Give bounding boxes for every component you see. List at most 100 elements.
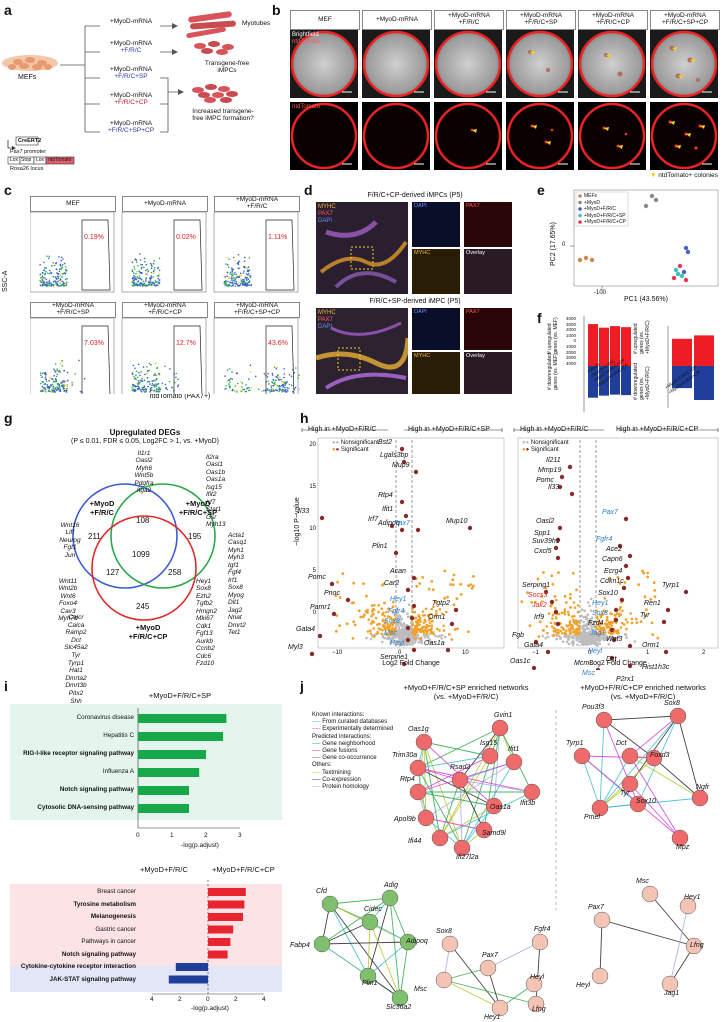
- volcano-point: [618, 582, 622, 585]
- flow-event: [153, 374, 155, 376]
- volcano-point: [563, 595, 567, 598]
- network-edge: [439, 791, 533, 839]
- volcano-point: [406, 612, 409, 615]
- gene-label: Cxcl5: [534, 548, 552, 555]
- flow-event: [61, 360, 63, 363]
- venn-ab: 108: [136, 516, 150, 525]
- flow-event: [235, 277, 237, 279]
- panel-f: # upregulated genes (vs. MEF) # downregu…: [546, 312, 722, 422]
- volcano-point: [395, 608, 399, 611]
- flow-event: [225, 263, 227, 265]
- flow-event: [133, 375, 135, 378]
- venn-diagram: [72, 483, 216, 621]
- flow-event: [245, 390, 248, 393]
- flow-event: [294, 386, 297, 389]
- network-node: [451, 771, 469, 789]
- flow-event: [225, 385, 227, 387]
- network-node: [573, 747, 591, 765]
- pca-legend-marker: [578, 207, 582, 211]
- gene-label: Fgfr4: [388, 608, 405, 615]
- flow-event: [52, 379, 55, 381]
- flow-event: [61, 276, 63, 278]
- network-node-label: Fabp4: [290, 942, 310, 949]
- i-bottom-bar: [208, 888, 246, 896]
- network-edge: [367, 897, 391, 977]
- flow-event: [42, 381, 45, 383]
- network-node: [679, 897, 697, 915]
- i-bottom-bar: [208, 938, 231, 946]
- flow-event: [233, 390, 235, 392]
- volcano-point: [383, 621, 387, 625]
- volcano-point: [391, 610, 394, 614]
- volcano-point: [552, 629, 556, 633]
- flow-event: [242, 265, 245, 268]
- network-node-label: Pax7: [588, 904, 604, 911]
- flow-event: [133, 268, 136, 270]
- gene-label: Serping1: [522, 582, 551, 589]
- gene-label: Tyrp1: [662, 582, 680, 589]
- gene-label: Adipoq: [378, 520, 400, 527]
- flow-event: [140, 371, 142, 373]
- volcano-point: [381, 618, 385, 622]
- flow-event: [243, 260, 246, 262]
- flow-event: [47, 388, 49, 391]
- volcano-gene-point: [449, 621, 455, 627]
- flow-event: [254, 375, 257, 378]
- network-node-label: Pmel: [584, 814, 600, 821]
- volcano-point: [608, 577, 612, 580]
- d-top-title: F/R/C+CP-derived iMPCs (P5): [367, 192, 463, 199]
- flow-event: [56, 272, 58, 274]
- flow-event: [39, 264, 41, 266]
- volcano-point: [576, 610, 580, 614]
- flow-event: [230, 281, 232, 284]
- flow-event: [143, 282, 145, 285]
- flow-event: [43, 389, 45, 392]
- gene-label: Mmp19: [538, 467, 562, 474]
- volcano-point: [604, 638, 608, 641]
- pca-legend-marker: [578, 200, 582, 205]
- flow-event: [245, 285, 248, 287]
- flow-event: [57, 280, 59, 282]
- flow-event: [41, 279, 44, 282]
- volcano-point: [404, 641, 408, 644]
- volcano-point: [427, 639, 430, 643]
- flow-gate: [265, 219, 295, 291]
- volcano-gene-point: [661, 619, 667, 625]
- volcano-point: [429, 630, 433, 633]
- volcano-point: [350, 601, 354, 605]
- volcano-point: [382, 625, 386, 629]
- volcano-point: [541, 600, 544, 603]
- flow-event: [145, 390, 147, 393]
- flow-event: [284, 390, 286, 392]
- volcano-point: [586, 601, 590, 604]
- flow-event: [66, 371, 69, 374]
- flow-event: [156, 390, 158, 393]
- volcano-point: [400, 628, 404, 631]
- volcano-point: [391, 634, 395, 637]
- volcano-plots: [301, 428, 719, 670]
- genes-mid: Hey1 Sox8 Ezh2 Tgfb2 Hmgn2 Mki67 Cdk1 Fg…: [196, 578, 217, 668]
- volcano-point: [570, 635, 573, 639]
- volcano-point: [397, 628, 401, 631]
- flow-event: [143, 257, 146, 260]
- volcano-point: [585, 623, 589, 627]
- network-edge: [459, 779, 463, 849]
- network-node-label: Ifit1: [508, 746, 520, 753]
- i-top-term: RIG-I-like receptor signaling pathway: [23, 750, 134, 757]
- flow-event: [145, 273, 147, 275]
- volcano-point: [544, 586, 548, 590]
- flow-event: [52, 285, 55, 287]
- volcano-point: [426, 614, 430, 617]
- gene-label: Lgals3bp: [380, 452, 409, 459]
- panel-c: SSC-A ntdTomato (PAX7+) MEF +MyoD-mRNA +…: [0, 190, 300, 400]
- pca-point: [653, 197, 659, 203]
- volcano-point: [393, 634, 397, 638]
- venn-b-only: 195: [188, 532, 202, 541]
- volcano-point: [571, 571, 575, 575]
- i-top-term: Influenza A: [102, 768, 134, 775]
- volcano-point: [455, 597, 459, 601]
- volcano-point: [365, 594, 368, 598]
- d-bottom-myhc: MYHC: [318, 310, 336, 316]
- panel-i-label: i: [4, 678, 8, 694]
- flow-event: [234, 282, 236, 284]
